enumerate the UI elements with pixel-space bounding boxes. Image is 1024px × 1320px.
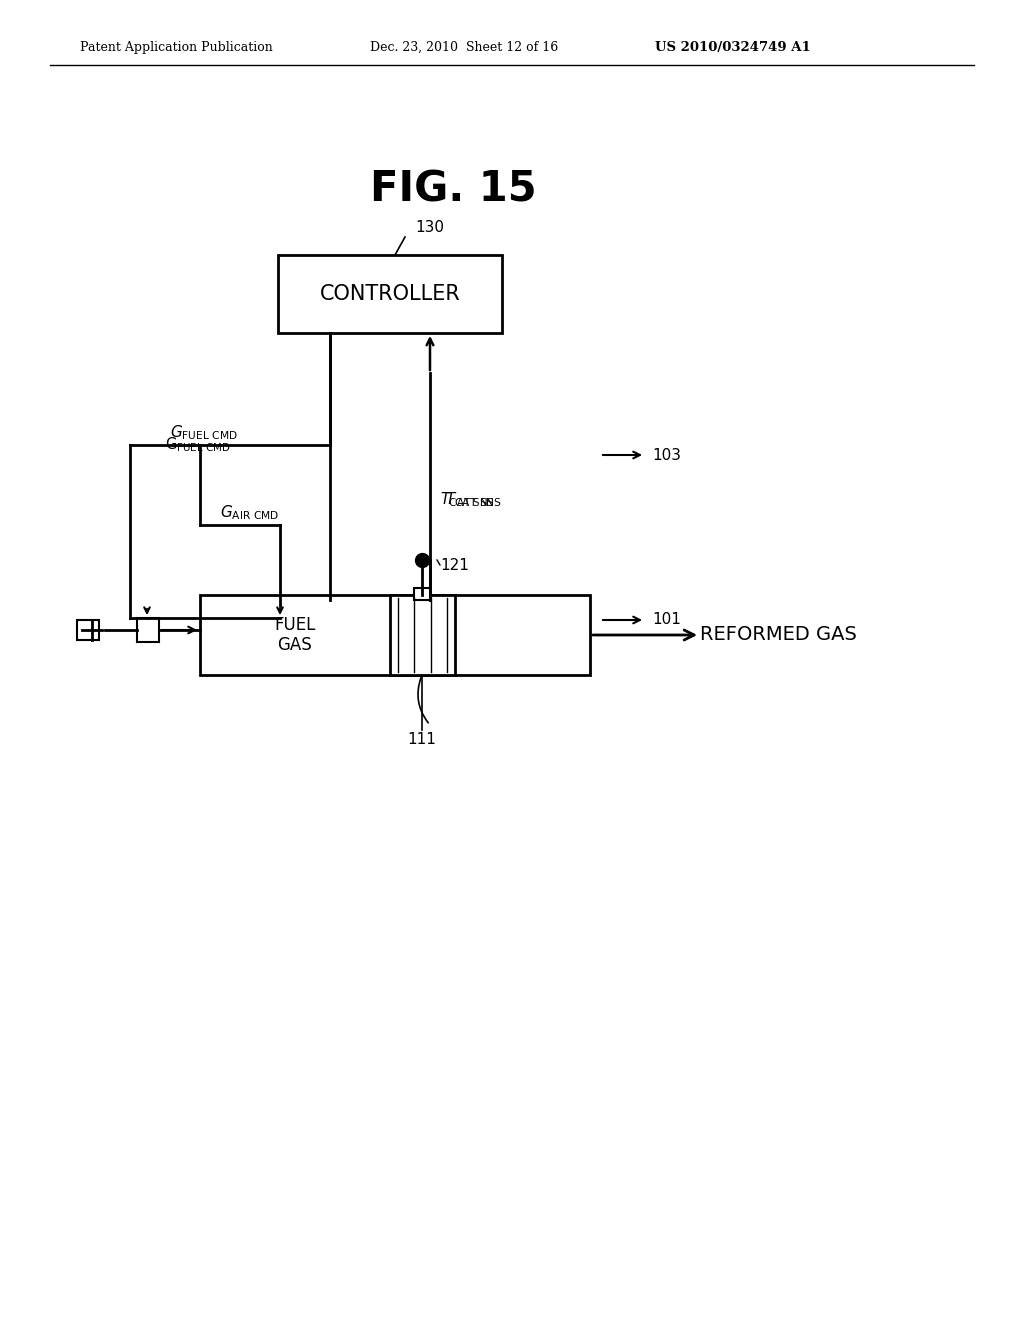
Text: REFORMED GAS: REFORMED GAS <box>700 626 857 644</box>
Bar <box>414 587 430 601</box>
Text: $\mathregular{G}_{\mathregular{FUEL\ CMD}}$: $\mathregular{G}_{\mathregular{FUEL\ CMD… <box>165 436 230 454</box>
Text: $G_{\mathrm{AIR\ CMD}}$: $G_{\mathrm{AIR\ CMD}}$ <box>220 504 280 523</box>
Text: 111: 111 <box>408 733 436 747</box>
Text: Patent Application Publication: Patent Application Publication <box>80 41 272 54</box>
Text: 121: 121 <box>440 557 469 573</box>
Bar <box>390 595 455 675</box>
Text: 130: 130 <box>415 220 444 235</box>
Text: $T_{\mathrm{CAT\ SNS}}$: $T_{\mathrm{CAT\ SNS}}$ <box>445 491 502 510</box>
Bar <box>77 620 99 640</box>
Text: Dec. 23, 2010  Sheet 12 of 16: Dec. 23, 2010 Sheet 12 of 16 <box>370 41 558 54</box>
Bar <box>278 255 502 333</box>
Bar <box>137 618 159 642</box>
Text: 101: 101 <box>652 612 681 627</box>
Text: US 2010/0324749 A1: US 2010/0324749 A1 <box>655 41 811 54</box>
Text: $T_{\mathrm{CAT\ SNS}}$: $T_{\mathrm{CAT\ SNS}}$ <box>440 491 495 510</box>
Text: CONTROLLER: CONTROLLER <box>319 284 461 304</box>
Bar <box>200 595 590 675</box>
Text: $G_{\mathrm{FUEL\ CMD}}$: $G_{\mathrm{FUEL\ CMD}}$ <box>170 424 239 442</box>
Text: FIG. 15: FIG. 15 <box>370 169 537 211</box>
Text: 103: 103 <box>652 447 681 462</box>
Text: FUEL
GAS: FUEL GAS <box>274 615 315 655</box>
